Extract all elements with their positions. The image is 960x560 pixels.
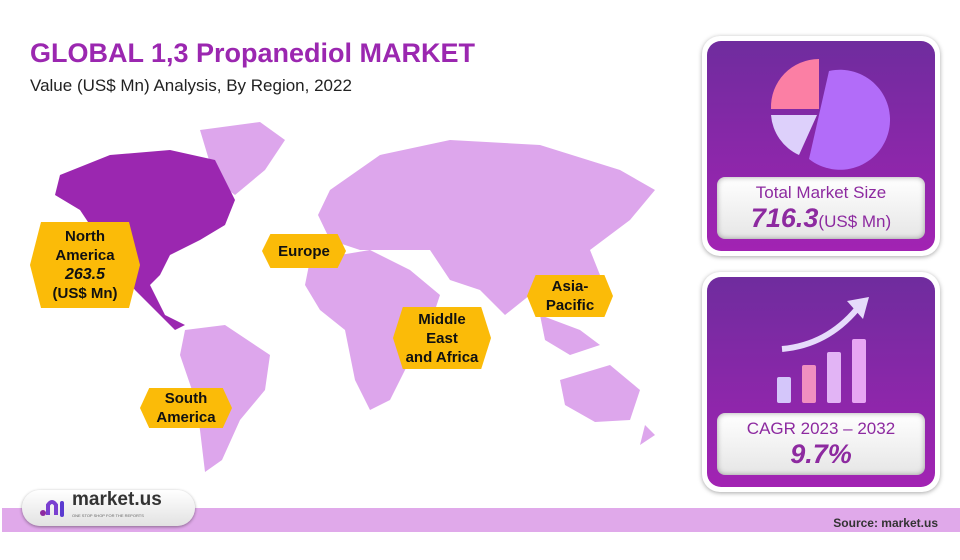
map-north-america [55, 150, 235, 330]
cagr-value: 9.7% [790, 439, 852, 469]
total-market-card: Total Market Size 716.3(US$ Mn) [702, 36, 940, 256]
source-text: Source: market.us [833, 516, 938, 530]
page-subtitle: Value (US$ Mn) Analysis, By Region, 2022 [30, 76, 352, 95]
label-text: East [426, 329, 458, 347]
map-australia [560, 365, 640, 422]
logo-icon [40, 500, 64, 517]
label-text: Middle [418, 310, 466, 328]
total-market-value: 716.3 [750, 203, 819, 233]
label-text: America [156, 409, 216, 426]
map-africa [305, 250, 440, 410]
pie-chart-icon [770, 58, 891, 170]
north-america-value: 263.5 [64, 266, 106, 283]
label-text: Asia- [551, 278, 589, 295]
cagr-label: CAGR 2023 – 2032 [746, 419, 896, 438]
label-text: Europe [278, 242, 330, 260]
logo-text: market.us [72, 489, 162, 510]
label-europe: Europe [262, 234, 346, 268]
page-title: GLOBAL 1,3 Propanediol MARKET [30, 38, 476, 68]
label-asia-pacific: Asia- Pacific [527, 275, 613, 317]
label-north-america: North America 263.5 (US$ Mn) [30, 222, 140, 308]
cagr-box: CAGR 2023 – 2032 9.7% [717, 413, 925, 475]
total-market-unit: (US$ Mn) [818, 212, 892, 231]
map-se-asia [540, 315, 600, 355]
label-south-america: South America [140, 388, 232, 428]
label-middle-east-africa: Middle East and Africa [393, 307, 491, 369]
label-text: and Africa [405, 348, 479, 366]
label-unit: (US$ Mn) [52, 285, 118, 302]
total-market-label: Total Market Size [755, 183, 887, 202]
logo-tagline: ONE STOP SHOP FOR THE REPORTS [72, 513, 144, 518]
world-map [55, 122, 655, 472]
label-text: North [65, 228, 105, 245]
label-text: Pacific [545, 297, 595, 314]
label-text: America [55, 247, 115, 264]
growth-chart-icon [777, 297, 869, 403]
market-us-logo[interactable]: market.us ONE STOP SHOP FOR THE REPORTS [22, 490, 195, 526]
total-market-box: Total Market Size 716.3(US$ Mn) [717, 177, 925, 239]
map-nz [640, 425, 655, 445]
map-europe-asia [318, 140, 655, 315]
cagr-card: CAGR 2023 – 2032 9.7% [702, 272, 940, 492]
label-text: South [164, 390, 208, 407]
